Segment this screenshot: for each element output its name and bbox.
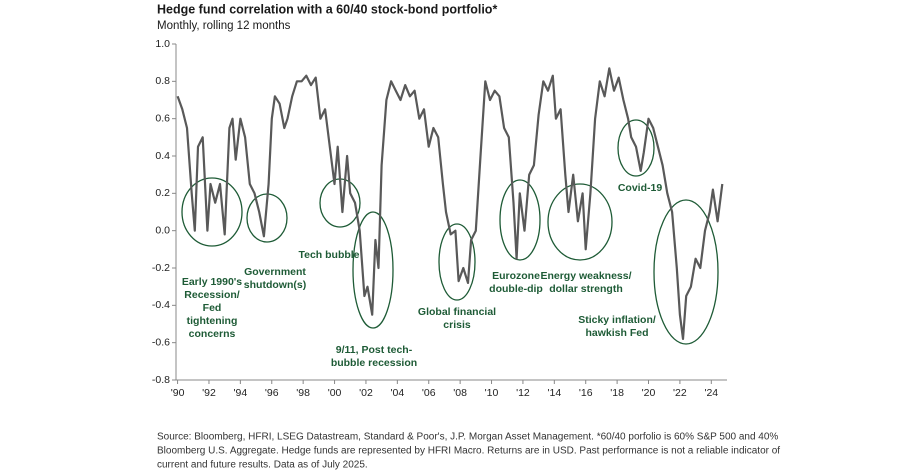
annotation: tightening <box>187 315 238 327</box>
ellipse <box>653 199 719 345</box>
ellipse <box>352 211 394 329</box>
x-tick-label: '02 <box>359 387 373 399</box>
x-tick-label: '24 <box>704 387 718 399</box>
x-tick-label: '10 <box>485 387 499 399</box>
y-tick-label: 0.4 <box>155 150 170 162</box>
y-tick-label: -0.4 <box>152 299 170 311</box>
annotation: Government <box>244 266 306 278</box>
y-tick-label: 0.6 <box>155 112 170 124</box>
series-line <box>176 67 724 340</box>
y-tick-label: -0.6 <box>152 336 170 348</box>
y-tick-label: 0.2 <box>155 187 170 199</box>
x-tick-label: '16 <box>579 387 593 399</box>
y-tick-label: -0.8 <box>152 374 170 386</box>
y-tick-label: 0.0 <box>155 224 170 236</box>
x-tick-label: '20 <box>642 387 656 399</box>
x-tick-label: '98 <box>296 387 310 399</box>
annotation: crisis <box>443 319 471 331</box>
x-tick-label: '14 <box>547 387 561 399</box>
annotation: shutdown(s) <box>244 279 306 291</box>
x-tick-label: '08 <box>453 387 467 399</box>
annotation: Sticky inflation/ <box>578 314 656 326</box>
annotation: Global financial <box>418 306 496 318</box>
y-tick-label: 0.8 <box>155 75 170 87</box>
chart-title: Hedge fund correlation with a 60/40 stoc… <box>157 2 497 16</box>
x-tick-label: '00 <box>328 387 342 399</box>
footnote: Source: Bloomberg, HFRI, LSEG Datastream… <box>157 432 778 443</box>
annotation: hawkish Fed <box>585 327 648 339</box>
y-tick-label: -0.2 <box>152 262 170 274</box>
annotation: Fed <box>203 302 222 314</box>
chart-subtitle: Monthly, rolling 12 months <box>157 20 291 32</box>
x-tick-label: '12 <box>516 387 530 399</box>
x-tick-label: '94 <box>234 387 248 399</box>
annotation: Recession/ <box>184 289 240 301</box>
ellipse <box>438 223 476 301</box>
annotation: Eurozone <box>492 270 540 282</box>
x-tick-label: '18 <box>610 387 624 399</box>
annotation: concerns <box>189 328 236 340</box>
ellipse <box>499 179 541 261</box>
annotation: bubble recession <box>331 357 417 369</box>
y-tick-label: 1.0 <box>155 38 170 50</box>
ellipse <box>181 177 243 247</box>
annotation: double-dip <box>489 283 543 295</box>
x-tick-label: '22 <box>673 387 687 399</box>
ellipse <box>547 183 613 261</box>
annotation: Energy weakness/ <box>540 270 631 282</box>
footnote: current and future results. Data as of J… <box>157 460 368 471</box>
annotation: 9/11, Post tech- <box>336 344 413 356</box>
x-tick-label: '04 <box>390 387 404 399</box>
ellipse <box>617 119 655 177</box>
annotation: Tech bubble <box>298 249 359 261</box>
annotation: Early 1990's <box>182 276 242 288</box>
x-tick-label: '06 <box>422 387 436 399</box>
footnote: Bloomberg U.S. Aggregate. Hedge funds ar… <box>157 446 780 457</box>
x-tick-label: '96 <box>265 387 279 399</box>
annotation: dollar strength <box>549 283 623 295</box>
x-tick-label: '90 <box>171 387 185 399</box>
x-tick-label: '92 <box>202 387 216 399</box>
annotation: Covid-19 <box>618 182 663 194</box>
